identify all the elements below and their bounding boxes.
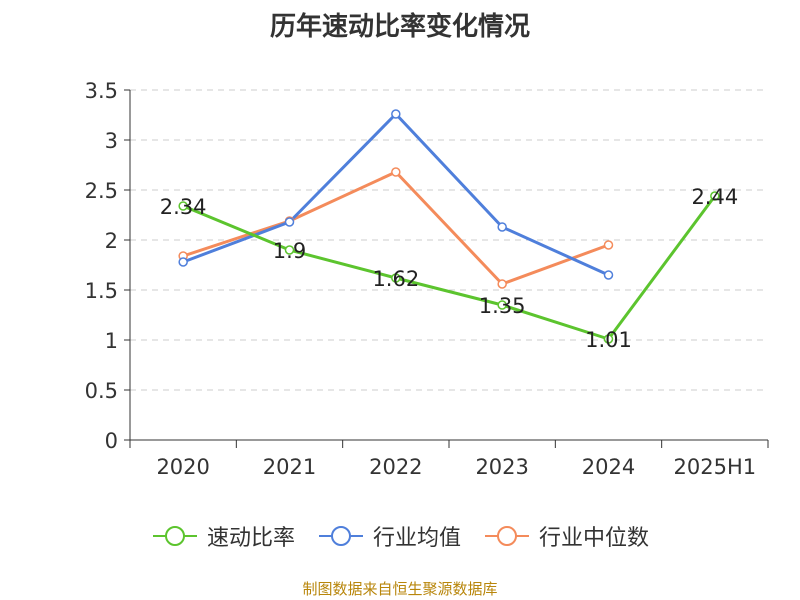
y-tick-label: 1 [105, 329, 118, 353]
data-label: 2.44 [691, 185, 738, 209]
legend-label: 行业中位数 [539, 526, 650, 551]
legend-item-industry-mean[interactable]: 行业均值 [317, 520, 461, 552]
axes: 0 0.5 1 1.5 2 2.5 3 3.5 2020 2021 2022 2023 2024 2025… [85, 79, 769, 479]
data-point [603, 334, 614, 344]
data-point [710, 191, 720, 201]
data-point [497, 222, 507, 232]
gridlines [130, 89, 768, 391]
x-tick-label: 2021 [263, 455, 316, 479]
legend-label: 行业均值 [372, 526, 461, 551]
data-label: 2.34 [160, 195, 207, 219]
y-tick-label: 3 [105, 129, 118, 153]
x-tick-label: 2020 [156, 455, 209, 479]
data-label: 1.35 [479, 294, 526, 318]
x-tick-label: 2022 [369, 455, 422, 479]
x-tick-label: 2023 [475, 455, 528, 479]
source-note: 制图数据来自恒生聚源数据库 [302, 580, 498, 598]
legend-swatch-icon [318, 526, 363, 546]
y-tick-label: 0.5 [85, 379, 118, 403]
data-point [603, 240, 614, 250]
legend: 速动比率 行业均值 行业中位数 [0, 520, 800, 552]
data-point [497, 279, 507, 289]
legend-item-industry-median[interactable]: 行业中位数 [483, 520, 649, 552]
data-label: 1.01 [585, 328, 632, 352]
y-tick-label: 0 [105, 429, 118, 453]
data-label: 1.9 [273, 239, 306, 263]
y-tick-label: 1.5 [85, 279, 118, 303]
data-point [284, 217, 295, 227]
series-points [178, 109, 720, 344]
x-tick-label: 2024 [582, 455, 635, 479]
data-point [391, 167, 401, 177]
data-point [391, 273, 401, 283]
legend-swatch-icon [485, 526, 529, 546]
y-tick-label: 2.5 [85, 179, 118, 203]
data-label: 1.62 [372, 267, 419, 291]
data-point [284, 245, 295, 255]
data-point [178, 201, 188, 211]
data-point [178, 257, 188, 267]
data-labels: 2.34 1.9 1.62 1.35 1.01 2.44 [160, 185, 738, 352]
data-point [497, 300, 507, 310]
data-point [603, 270, 614, 280]
chart-title: 历年速动比率变化情况 [269, 12, 530, 42]
y-tick-label: 3.5 [85, 79, 118, 103]
legend-item-quick-ratio[interactable]: 速动比率 [151, 520, 295, 552]
y-tick-label: 2 [105, 229, 118, 253]
series-line [182, 112, 610, 277]
legend-swatch-icon [152, 526, 197, 546]
data-point [391, 109, 401, 119]
series-line [182, 195, 717, 341]
legend-label: 速动比率 [206, 526, 295, 551]
series-lines [182, 112, 717, 341]
x-tick-label: 2025H1 [674, 455, 757, 479]
